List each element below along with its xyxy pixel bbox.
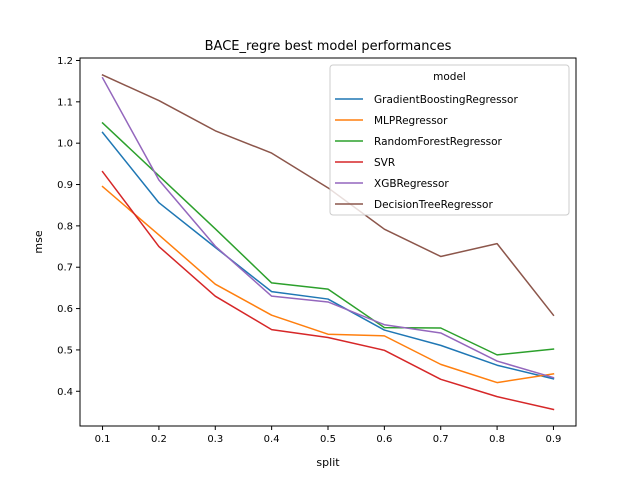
y-tick-label: 0.4 [57,387,73,398]
series-line-randomforestregressor [101,121,555,356]
series-line-gradientboostingregressor [101,131,555,380]
x-tick-label: 0.6 [376,434,392,445]
legend-title: model [433,71,466,83]
x-tick-label: 0.2 [151,434,167,445]
x-tick-label: 0.3 [207,434,223,445]
x-tick-label: 0.8 [489,434,505,445]
y-tick-label: 0.5 [57,345,73,356]
legend-label: XGBRegressor [374,178,449,190]
x-axis-label: split [316,456,340,469]
series-line-svr [101,170,555,411]
y-tick-label: 1.2 [57,56,73,67]
legend: model GradientBoostingRegressor MLPRegress… [329,64,570,216]
y-axis-label: mse [32,230,45,253]
series-line-decisiontreeregressor [101,73,555,317]
legend-label: RandomForestRegressor [374,136,503,148]
y-tick-label: 1.1 [57,97,73,108]
chart-title: BACE_regre best model performances [205,39,452,54]
legend-label: SVR [374,157,395,169]
plot-area [101,73,555,411]
y-tick-label: 0.8 [57,221,73,232]
legend-box [329,64,570,216]
x-tick-label: 0.4 [264,434,280,445]
legend-label: MLPRegressor [374,115,448,127]
y-tick-label: 1.0 [57,139,73,150]
y-tick-label: 0.7 [57,263,73,274]
y-tick-label: 0.6 [57,304,73,315]
x-tick-label: 0.7 [433,434,449,445]
legend-label: GradientBoostingRegressor [374,94,518,106]
x-tick-label: 0.5 [320,434,336,445]
x-tick-label: 0.9 [546,434,562,445]
y-tick-label: 0.9 [57,180,73,191]
series-line-xgbregressor [101,76,555,379]
series-line-mlpregressor [101,185,555,384]
x-tick-label: 0.1 [95,434,111,445]
legend-label: DecisionTreeRegressor [374,199,493,211]
